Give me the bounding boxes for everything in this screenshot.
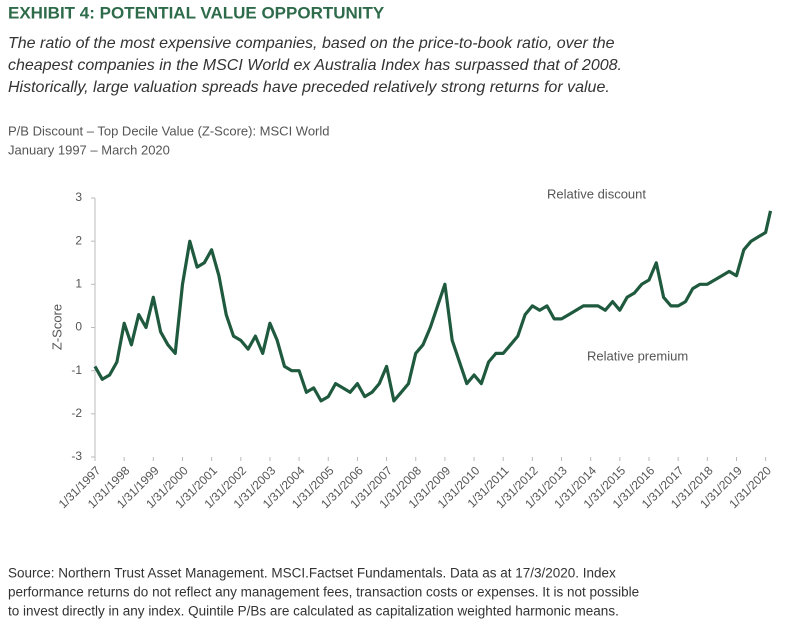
y-axis-label: Z-Score [49, 304, 64, 350]
chart-title: P/B Discount – Top Decile Value (Z-Score… [8, 123, 330, 138]
source: to invest directly in any index. Quintil… [8, 604, 619, 619]
subtitle: Historically, large valuation spreads ha… [8, 79, 610, 96]
data-line [93, 210, 773, 403]
source: performance returns do not reflect any m… [8, 585, 639, 600]
y-tick-label: -2 [71, 406, 82, 420]
y-tick-label: 2 [75, 233, 82, 247]
chart-title: January 1997 – March 2020 [8, 142, 170, 157]
subtitle: The ratio of the most expensive companie… [8, 35, 615, 52]
subtitle: cheapest companies in the MSCI World ex … [8, 57, 622, 74]
annotation: Relative discount [547, 186, 646, 201]
source: Source: Northern Trust Asset Management.… [8, 566, 616, 581]
annotation: Relative premium [587, 348, 688, 363]
y-tick-label: -3 [71, 449, 82, 463]
y-tick-label: 3 [75, 190, 82, 204]
y-tick-label: -1 [71, 363, 82, 377]
y-tick-label: 0 [75, 320, 82, 334]
y-tick-label: 1 [75, 277, 82, 291]
exhibit-title: EXHIBIT 4: POTENTIAL VALUE OPPORTUNITY [8, 3, 385, 22]
